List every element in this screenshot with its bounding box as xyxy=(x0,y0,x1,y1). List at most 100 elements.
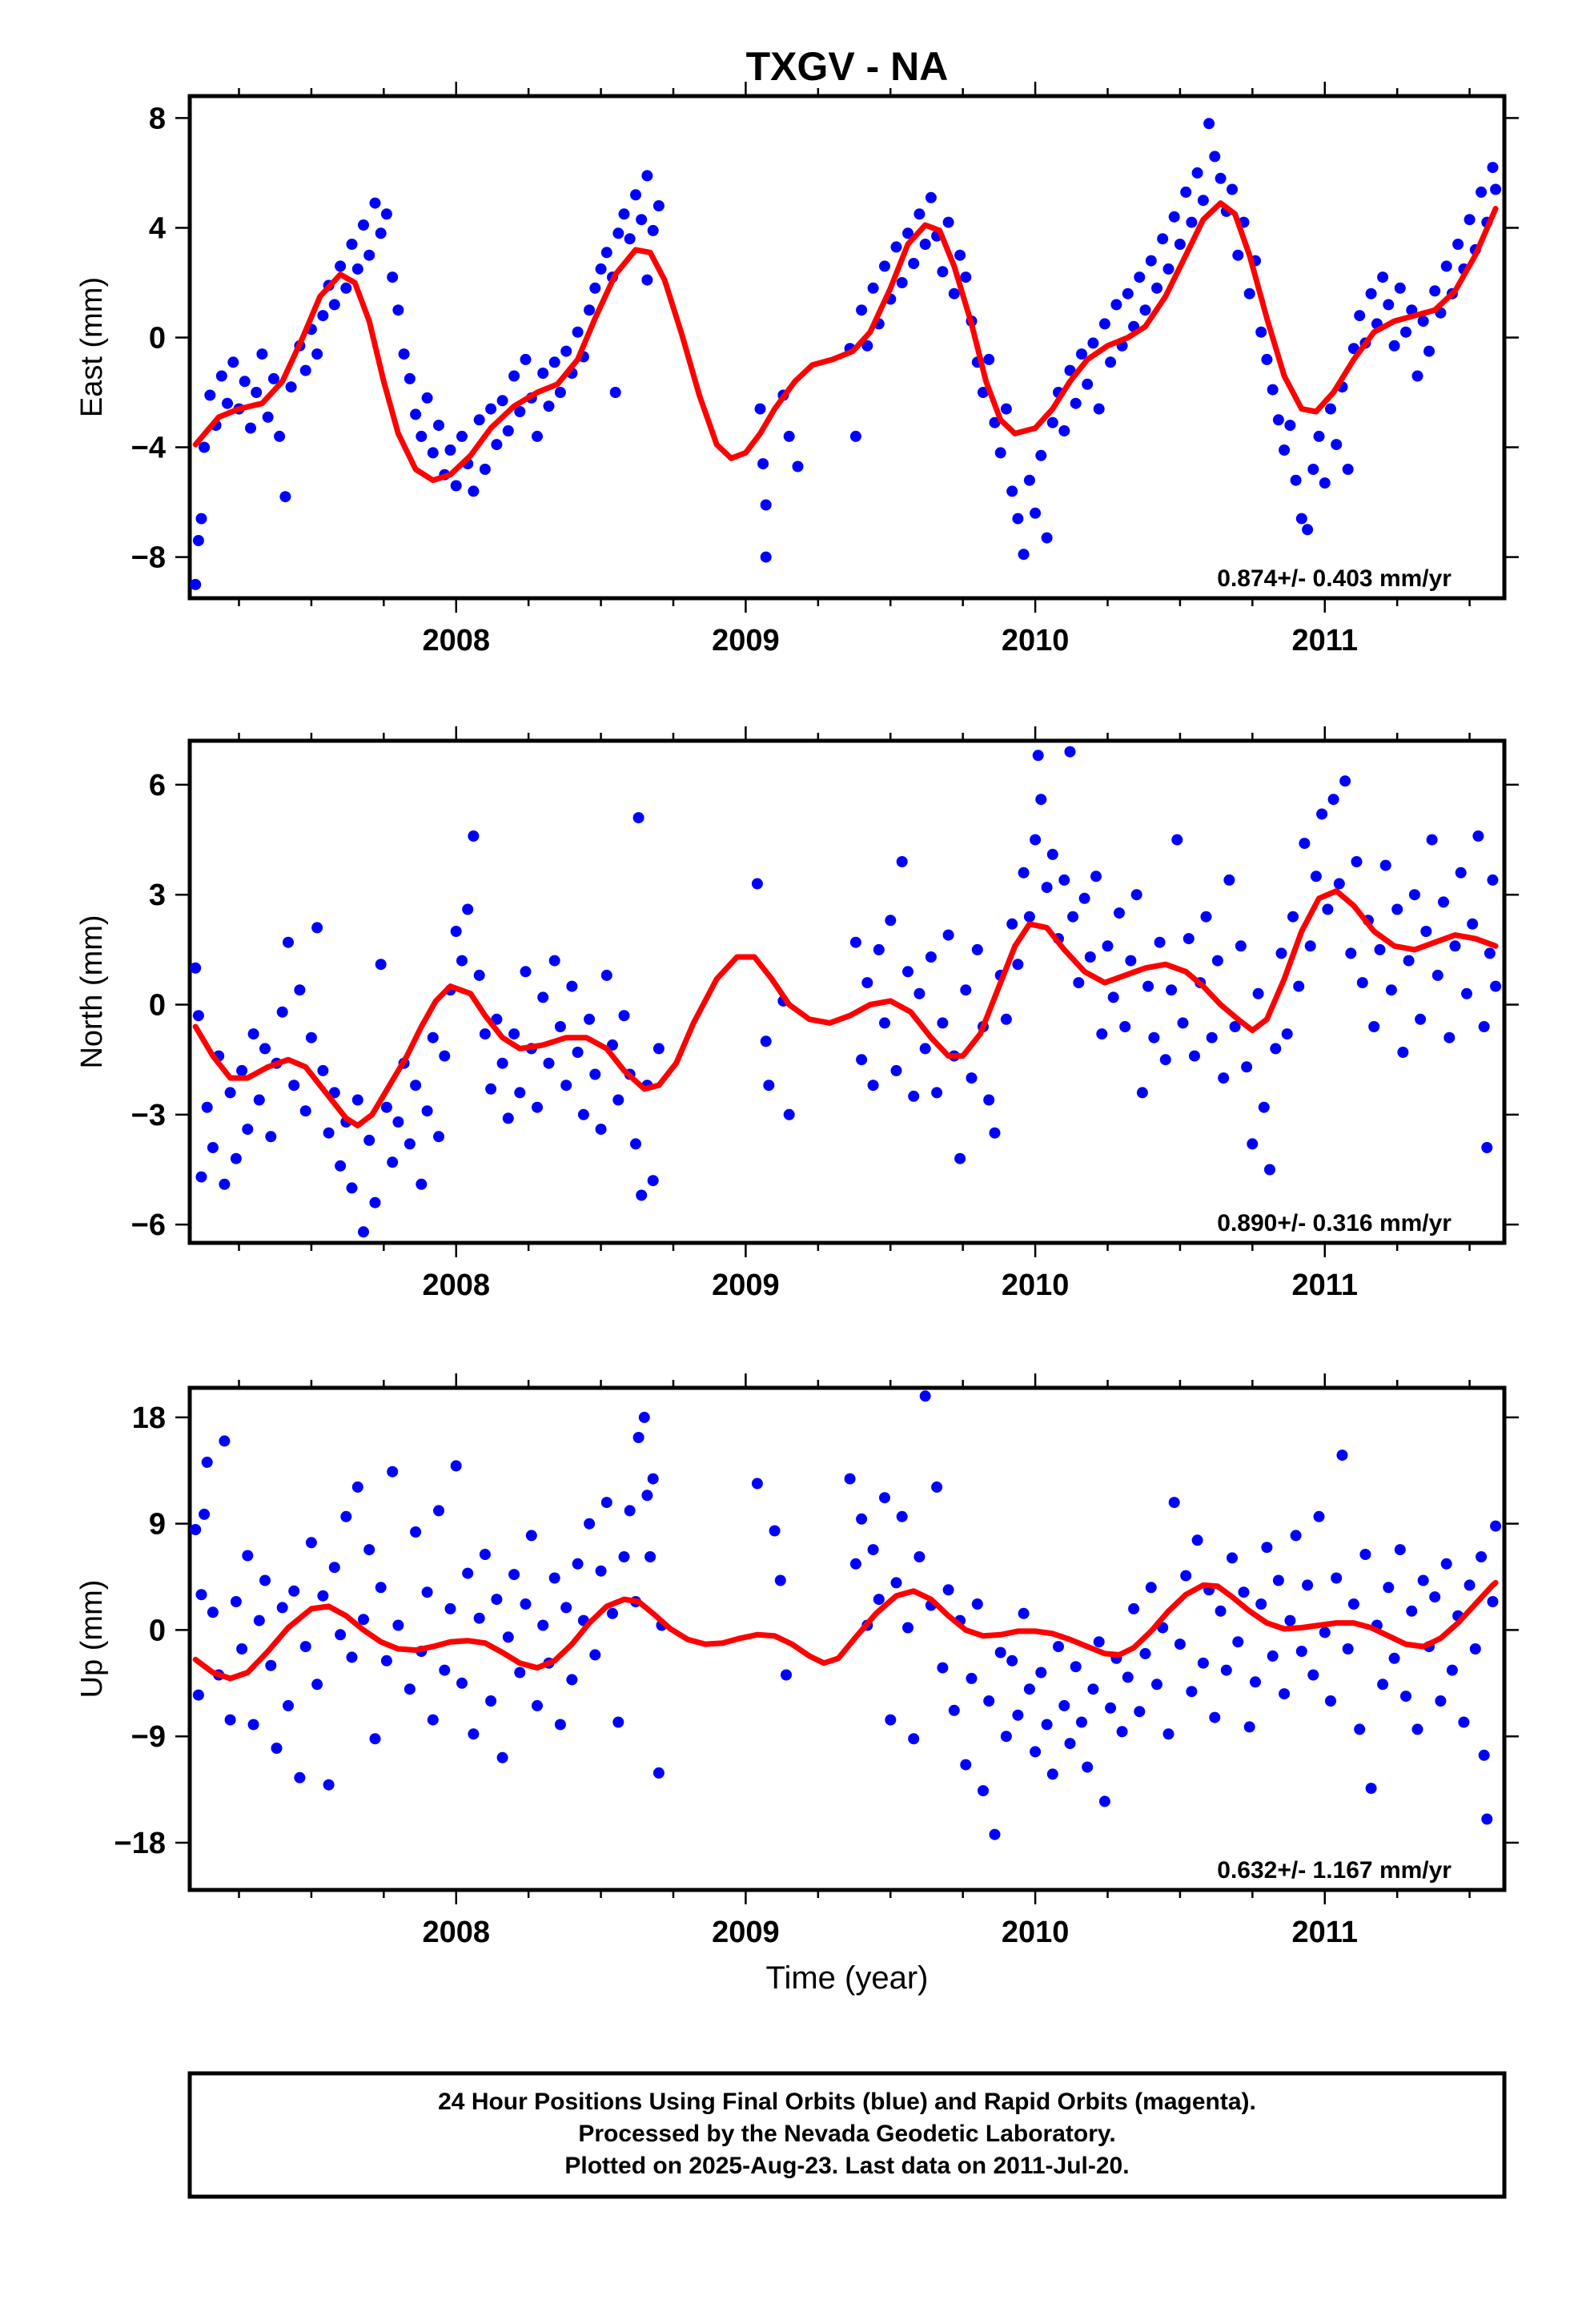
north-data-point xyxy=(375,959,387,971)
east-data-point xyxy=(190,578,202,590)
east-data-point xyxy=(978,387,989,398)
up-data-point xyxy=(496,1751,508,1763)
north-data-point xyxy=(346,1182,358,1194)
east-data-point xyxy=(560,345,572,357)
up-data-point xyxy=(1417,1574,1429,1586)
east-data-point xyxy=(1105,356,1117,368)
east-y-axis-title: East (mm) xyxy=(75,277,109,417)
north-data-point xyxy=(1385,984,1397,996)
up-data-point xyxy=(439,1664,451,1676)
north-data-point xyxy=(1090,870,1102,883)
north-data-point xyxy=(1159,1054,1171,1066)
east-data-point xyxy=(902,227,913,239)
north-data-point xyxy=(1084,951,1096,963)
up-data-point xyxy=(624,1505,636,1517)
east-data-point xyxy=(1284,420,1296,432)
up-data-point xyxy=(1243,1721,1255,1733)
up-data-point xyxy=(1023,1683,1035,1695)
north-data-point xyxy=(1218,1072,1230,1084)
east-data-point xyxy=(358,219,369,231)
north-data-point xyxy=(751,878,763,890)
east-data-point xyxy=(491,439,503,451)
up-data-point xyxy=(514,1667,526,1679)
up-data-point xyxy=(560,1602,572,1614)
east-data-point xyxy=(937,266,949,278)
up-data-point xyxy=(247,1719,259,1731)
east-data-point xyxy=(1151,282,1162,294)
north-data-point xyxy=(1481,1142,1493,1153)
up-data-point xyxy=(1006,1655,1018,1667)
east-data-point xyxy=(760,551,772,563)
north-data-point xyxy=(1403,955,1415,967)
east-data-point xyxy=(1417,316,1429,327)
up-data-point xyxy=(1128,1602,1140,1614)
east-data-point xyxy=(618,208,630,220)
north-data-point xyxy=(253,1094,265,1106)
up-data-point xyxy=(1476,1551,1488,1562)
east-data-point xyxy=(1440,260,1452,272)
up-data-point xyxy=(1105,1702,1117,1714)
north-data-point xyxy=(392,1116,404,1128)
east-data-point xyxy=(1000,403,1012,415)
up-data-point xyxy=(1365,1783,1377,1795)
east-data-point xyxy=(1261,353,1273,365)
north-data-point xyxy=(242,1124,254,1136)
east-plot-frame xyxy=(187,94,1507,601)
east-data-point xyxy=(1255,326,1267,338)
up-data-point xyxy=(1429,1591,1441,1603)
up-rate-label: 0.632+/- 1.167 mm/yr xyxy=(1217,1857,1452,1884)
north-data-point xyxy=(1041,882,1053,894)
up-data-point xyxy=(1197,1657,1209,1669)
east-data-point xyxy=(1122,287,1134,300)
up-data-point xyxy=(1411,1723,1423,1735)
north-data-point xyxy=(954,1152,966,1164)
north-data-point xyxy=(276,1006,288,1018)
north-data-point xyxy=(1420,926,1432,937)
up-data-point xyxy=(1098,1795,1110,1807)
north-x-tick-label: 2009 xyxy=(712,1269,780,1302)
north-data-point xyxy=(1310,870,1322,883)
north-x-tick-label: 2011 xyxy=(1292,1269,1358,1302)
north-data-point xyxy=(1235,940,1247,952)
north-data-point xyxy=(485,1083,497,1095)
north-data-point xyxy=(1148,1031,1160,1043)
up-data-point xyxy=(1469,1643,1481,1655)
east-data-point xyxy=(199,441,211,453)
north-data-point xyxy=(1487,874,1499,886)
north-data-point xyxy=(1130,889,1142,901)
east-data-point xyxy=(754,403,766,415)
east-data-point xyxy=(204,389,216,401)
east-data-point xyxy=(398,348,410,360)
north-data-point xyxy=(224,1087,236,1099)
up-data-point xyxy=(890,1577,902,1589)
up-data-point xyxy=(1313,1510,1325,1522)
east-data-point xyxy=(363,249,375,261)
up-data-point xyxy=(363,1544,375,1556)
up-data-point xyxy=(1162,1728,1174,1740)
east-data-point xyxy=(1076,348,1087,360)
north-data-point xyxy=(1035,794,1047,806)
east-data-point xyxy=(387,271,399,283)
east-data-point xyxy=(340,282,352,294)
north-data-point xyxy=(1391,903,1403,915)
up-data-point xyxy=(1272,1574,1284,1586)
east-data-point xyxy=(311,348,323,360)
north-data-point xyxy=(1200,911,1212,923)
east-data-point xyxy=(1377,271,1389,283)
north-data-point xyxy=(433,1131,444,1143)
north-x-tick-label: 2010 xyxy=(1002,1269,1070,1302)
up-data-point xyxy=(1347,1598,1359,1610)
up-data-point xyxy=(1406,1605,1418,1617)
up-data-point xyxy=(1440,1558,1452,1570)
east-data-point xyxy=(479,464,491,475)
up-x-tick-label: 2009 xyxy=(712,1916,780,1949)
up-data-point xyxy=(207,1606,219,1618)
east-data-point xyxy=(1267,384,1279,396)
east-data-point xyxy=(222,397,233,409)
north-data-point xyxy=(380,1101,392,1113)
up-data-point xyxy=(392,1619,404,1631)
north-data-point xyxy=(763,1080,775,1092)
north-data-point xyxy=(468,830,480,842)
up-data-point xyxy=(1046,1768,1058,1780)
east-data-point xyxy=(908,258,920,269)
